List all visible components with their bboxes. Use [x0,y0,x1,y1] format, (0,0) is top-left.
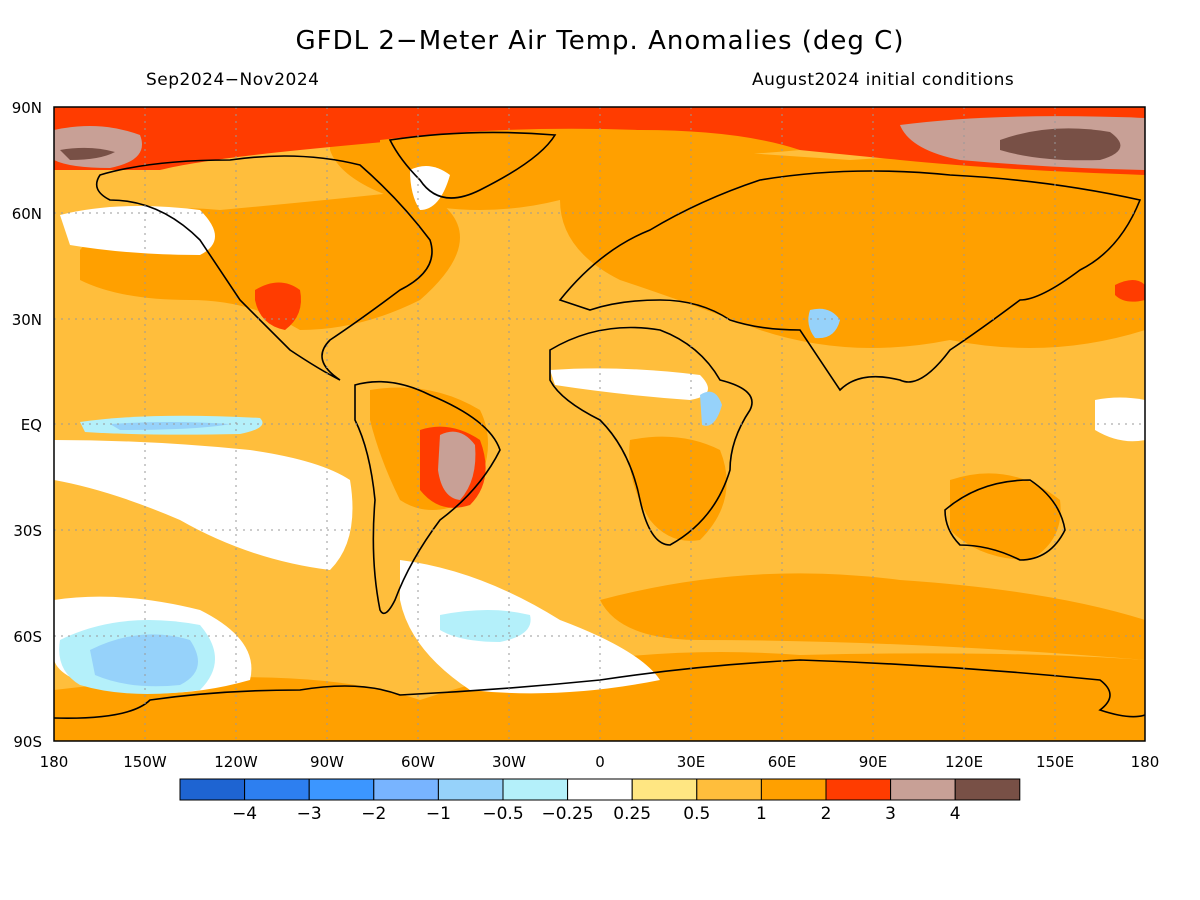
map-title: GFDL 2−Meter Air Temp. Anomalies (deg C) [295,26,905,56]
colorbar-swatch [373,778,439,801]
lon-label: 30W [492,753,526,771]
colorbar-swatch [567,778,633,801]
colorbar-label: −1 [426,804,451,824]
colorbar-label: −3 [297,804,322,824]
colorbar-swatch [890,778,956,801]
colorbar-label: 3 [885,804,896,824]
colorbar-label: 0.5 [683,804,710,824]
lat-label: 30S [13,522,42,540]
colorbar-label: 1 [756,804,767,824]
lat-label: 30N [12,311,42,329]
lon-label: 150W [123,753,167,771]
colorbar-swatch [437,778,504,801]
lon-label: 0 [595,753,605,771]
lon-label: 60W [401,753,435,771]
latitude-labels: 90N 60N 30N EQ 30S 60S 90S [12,99,42,751]
lon-label: 60E [768,753,797,771]
longitude-labels: 180 150W 120W 90W 60W 30W 0 30E 60E 90E … [40,753,1160,771]
colorbar-label: −2 [361,804,386,824]
colorbar-swatch [308,778,375,801]
initial-conditions: August2024 initial conditions [752,70,1015,90]
colorbar-swatch [696,778,762,801]
lon-label: 180 [1131,753,1160,771]
lon-label: 90W [310,753,344,771]
forecast-period: Sep2024−Nov2024 [146,70,320,90]
colorbar-label: 2 [821,804,832,824]
colorbar-swatch [179,778,246,801]
colorbar-swatch [244,778,310,801]
colorbar-label: −0.5 [482,804,523,824]
colorbar-swatch [825,778,892,801]
lat-label: EQ [21,416,42,434]
grid-lines [54,107,1145,741]
lon-label: 90E [859,753,888,771]
lon-label: 150E [1036,753,1074,771]
coastlines [54,131,1145,719]
colorbar-label: −0.25 [542,804,594,824]
lon-label: 120W [214,753,258,771]
lat-label: 90N [12,99,42,117]
colorbar-label: 0.25 [613,804,651,824]
colorbar-swatch [954,778,1021,801]
plot-frame [53,106,1146,742]
lon-label: 30E [677,753,706,771]
colorbar-swatch [502,778,569,801]
lat-label: 90S [13,733,42,751]
anomaly-field [54,107,1145,741]
lat-label: 60N [12,205,42,223]
lon-label: 180 [40,753,69,771]
colorbar-swatch [760,778,827,801]
lon-label: 120E [945,753,983,771]
colorbar-label: −4 [232,804,257,824]
colorbar-swatch [631,778,698,801]
lat-label: 60S [13,628,42,646]
colorbar: −4 −3 −2 −1 −0.5 −0.25 0.25 0.5 1 2 3 4 [179,778,1021,824]
colorbar-label: 4 [950,804,961,824]
